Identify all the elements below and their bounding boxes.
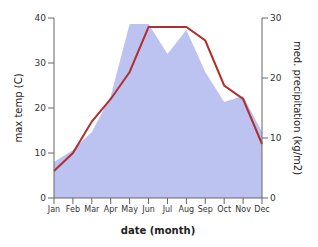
svg-text:20: 20 (270, 73, 282, 83)
svg-text:Apr: Apr (104, 205, 119, 214)
svg-text:10: 10 (270, 133, 282, 143)
svg-text:Aug: Aug (179, 205, 195, 214)
svg-text:Feb: Feb (66, 205, 80, 214)
svg-text:Nov: Nov (235, 205, 251, 214)
svg-text:0: 0 (270, 193, 276, 203)
svg-text:Sep: Sep (198, 205, 213, 214)
svg-text:20: 20 (35, 103, 47, 113)
svg-text:May: May (121, 205, 138, 214)
svg-text:10: 10 (35, 148, 47, 158)
svg-text:Jun: Jun (141, 205, 155, 214)
svg-text:Mar: Mar (84, 205, 100, 214)
svg-text:30: 30 (270, 13, 282, 23)
svg-text:40: 40 (35, 13, 47, 23)
svg-text:Dec: Dec (254, 205, 269, 214)
svg-text:med. precipitation (kg/m2): med. precipitation (kg/m2) (292, 41, 303, 175)
svg-text:Jan: Jan (47, 205, 60, 214)
svg-text:Oct: Oct (217, 205, 231, 214)
svg-text:max temp (C): max temp (C) (13, 73, 24, 142)
svg-text:date (month): date (month) (121, 225, 195, 236)
svg-text:30: 30 (35, 58, 47, 68)
svg-text:0: 0 (40, 193, 46, 203)
svg-text:Jul: Jul (162, 205, 173, 214)
